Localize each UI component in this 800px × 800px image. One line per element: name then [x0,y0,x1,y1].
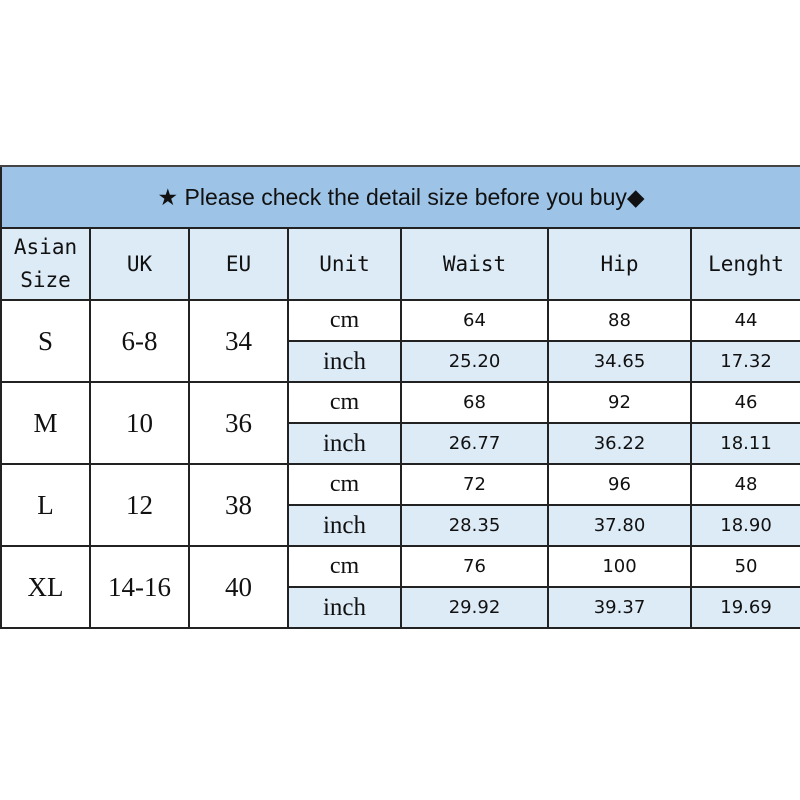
hip-cell: 88 [547,299,692,342]
length-cell: 46 [689,381,800,424]
table-row: inch 26.77 36.22 18.11 [1,422,800,465]
waist-cell: 72 [400,463,549,506]
length-cell: 48 [689,463,800,506]
unit-cell: inch [287,340,402,383]
header-asian-size: Asian Size [0,227,91,301]
table-row: inch 28.35 37.80 18.90 [1,504,800,547]
header-waist: Waist [400,227,549,301]
size-cell: XL [0,545,91,629]
eu-cell: 40 [188,545,289,629]
eu-cell: 36 [188,381,289,465]
unit-cell: inch [287,504,402,547]
unit-cell: inch [287,422,402,465]
header-uk: UK [89,227,190,301]
uk-cell: 6-8 [89,299,190,383]
table-row: S 6-8 34 cm 64 88 44 [0,299,800,383]
header-hip: Hip [547,227,692,301]
eu-cell: 34 [188,299,289,383]
uk-cell: 12 [89,463,190,547]
size-cell: M [0,381,91,465]
hip-cell: 39.37 [547,586,692,629]
length-cell: 18.90 [689,504,800,547]
length-cell: 19.69 [689,586,800,629]
waist-cell: 29.92 [400,586,549,629]
hip-cell: 36.22 [547,422,692,465]
header-unit: Unit [287,227,402,301]
size-cell: L [0,463,91,547]
unit-cell: cm [287,299,402,342]
length-cell: 18.11 [689,422,800,465]
table-row: M 10 36 cm 68 92 46 [0,381,800,465]
waist-cell: 28.35 [400,504,549,547]
table-title: ★ Please check the detail size before yo… [0,165,800,229]
length-cell: 17.32 [689,340,800,383]
length-cell: 44 [689,299,800,342]
uk-cell: 14-16 [89,545,190,629]
eu-cell: 38 [188,463,289,547]
length-cell: 50 [689,545,800,588]
unit-cell: cm [287,381,402,424]
waist-cell: 68 [400,381,549,424]
header-row: Asian Size UK EU Unit Waist Hip Lenght [0,227,800,301]
table-row: inch 29.92 39.37 19.69 [1,586,800,629]
waist-cell: 25.20 [400,340,549,383]
waist-cell: 64 [400,299,549,342]
unit-cell: cm [287,463,402,506]
size-cell: S [0,299,91,383]
waist-cell: 26.77 [400,422,549,465]
hip-cell: 92 [547,381,692,424]
header-length: Lenght [689,227,800,301]
hip-cell: 96 [547,463,692,506]
table-row: inch 25.20 34.65 17.32 [1,340,800,383]
size-chart-table: ★ Please check the detail size before yo… [0,165,800,629]
uk-cell: 10 [89,381,190,465]
unit-cell: inch [287,586,402,629]
table-row: XL 14-16 40 cm 76 100 50 [0,545,800,629]
waist-cell: 76 [400,545,549,588]
hip-cell: 37.80 [547,504,692,547]
hip-cell: 100 [547,545,692,588]
unit-cell: cm [287,545,402,588]
header-eu: EU [188,227,289,301]
hip-cell: 34.65 [547,340,692,383]
table-row: L 12 38 cm 72 96 48 [0,463,800,547]
